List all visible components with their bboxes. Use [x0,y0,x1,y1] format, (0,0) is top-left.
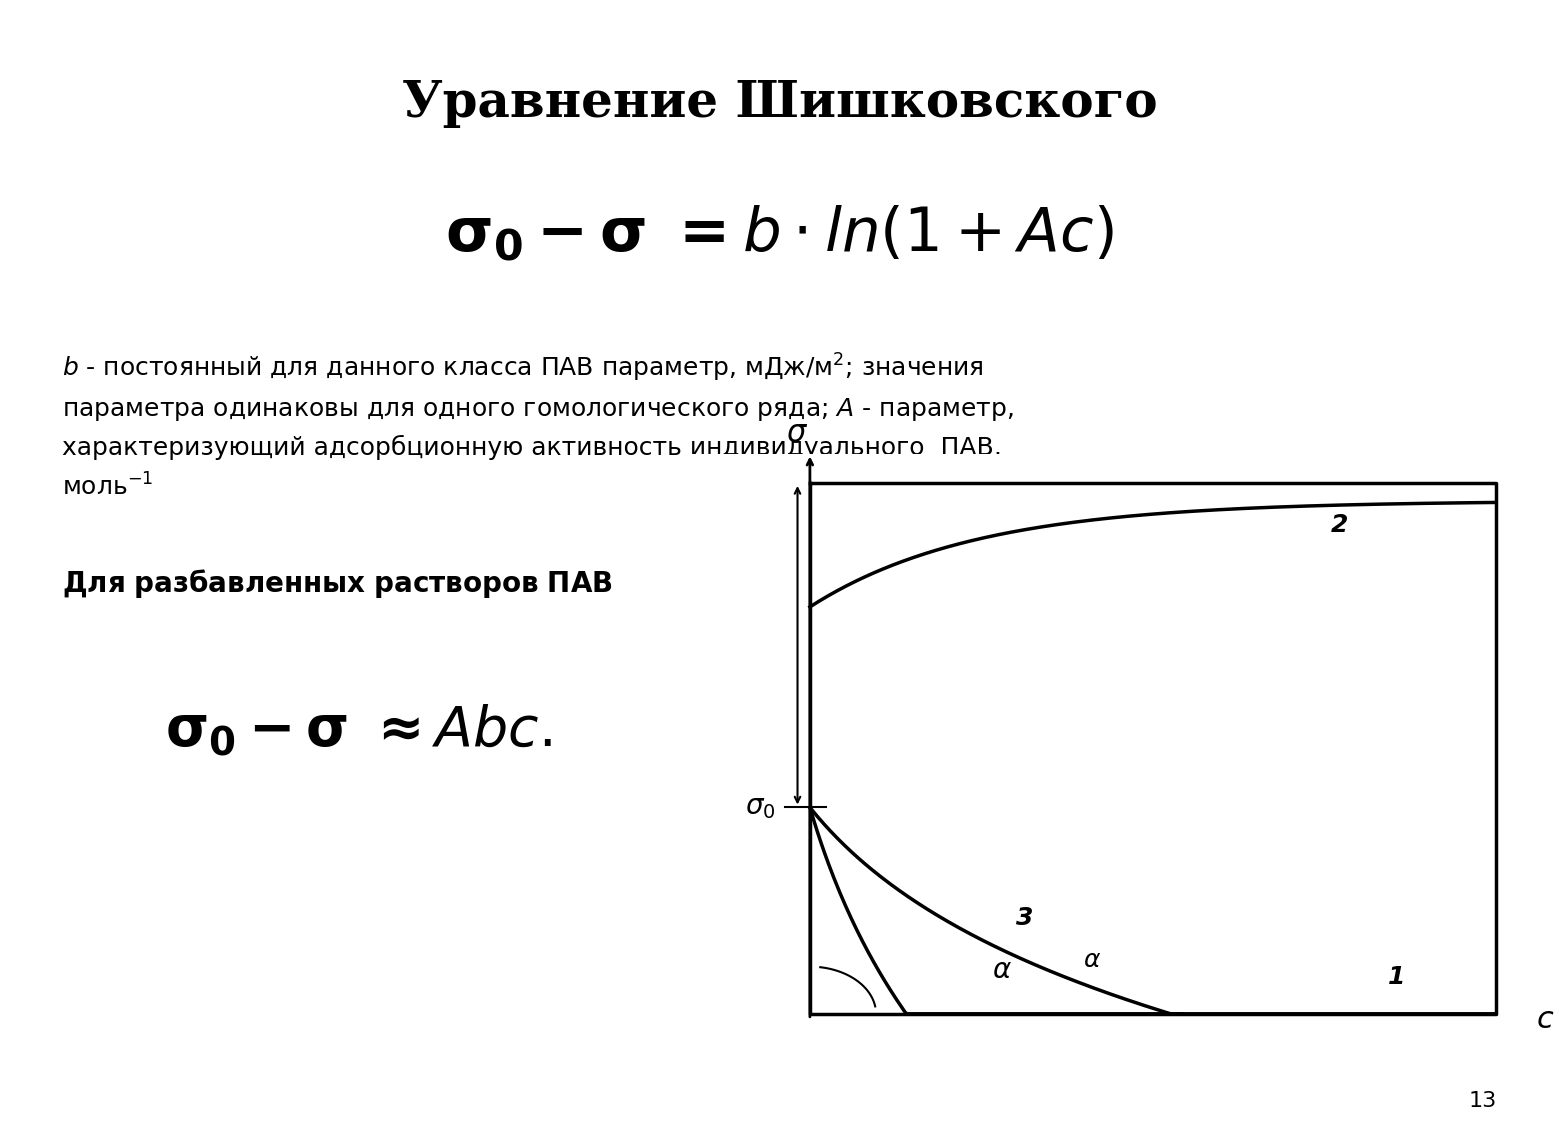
Text: 3: 3 [1016,906,1034,930]
Text: $\bf{Для\ разбавленных\ растворов\ ПАВ}$: $\bf{Для\ разбавленных\ растворов\ ПАВ}$ [62,567,613,600]
Text: $\bf{\sigma_0 - \sigma\ =\it{b}\cdot ln(1+\it{A}c)}$: $\bf{\sigma_0 - \sigma\ =\it{b}\cdot ln(… [446,204,1113,264]
Text: 13: 13 [1469,1091,1497,1111]
Text: $\alpha$: $\alpha$ [1082,948,1101,972]
Text: 2: 2 [1330,513,1349,536]
Text: $\it{b}$ - постоянный для данного класса ПАВ параметр, мДж/м$^2$; значения
парам: $\it{b}$ - постоянный для данного класса… [62,352,1015,500]
Text: 1: 1 [1388,965,1406,989]
Text: $\sigma$: $\sigma$ [786,418,809,448]
Text: $c$: $c$ [1536,1005,1554,1034]
Text: Уравнение Шишковского: Уравнение Шишковского [402,79,1157,128]
Text: $\sigma_0$: $\sigma_0$ [745,794,775,821]
Text: $\alpha$: $\alpha$ [992,956,1012,984]
Text: $\bf{\sigma_0 - \sigma\ \approx \it{Abc}}$.: $\bf{\sigma_0 - \sigma\ \approx \it{Abc}… [165,703,552,759]
